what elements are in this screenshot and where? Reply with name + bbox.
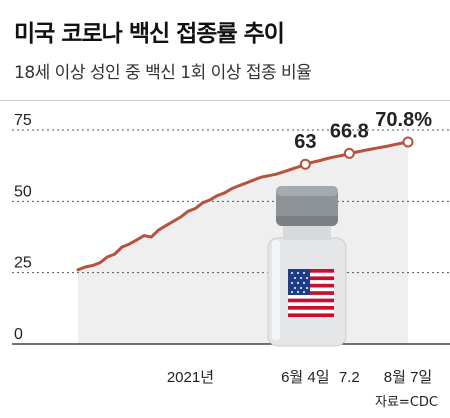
- y-tick-label: 75: [14, 112, 32, 129]
- y-tick-label: 50: [14, 183, 32, 200]
- x-tick-label: 2021년: [167, 369, 214, 386]
- us-flag-icon: [288, 269, 334, 317]
- header-divider: [0, 100, 450, 101]
- highlight-point: [299, 158, 311, 170]
- x-tick-label: 7.2: [339, 369, 360, 386]
- highlight-point: [402, 136, 414, 148]
- y-tick-label: 25: [14, 255, 32, 272]
- vaccine-vial-icon: [267, 186, 347, 347]
- highlight-point: [343, 147, 355, 159]
- x-tick-label: 6월 4일: [281, 369, 329, 386]
- data-label: 66.8: [330, 120, 369, 142]
- data-label: 63: [294, 131, 316, 153]
- y-tick-label: 0: [14, 326, 23, 343]
- x-tick-label: 8월 7일: [384, 369, 432, 386]
- source-note: 자료=CDC: [375, 395, 438, 410]
- data-label: 70.8%: [375, 109, 432, 131]
- area-fill: [78, 142, 408, 344]
- chart-title: 미국 코로나 백신 접종률 추이: [14, 21, 285, 47]
- chart-subtitle: 18세 이상 성인 중 백신 1회 이상 접종 비율: [14, 63, 312, 83]
